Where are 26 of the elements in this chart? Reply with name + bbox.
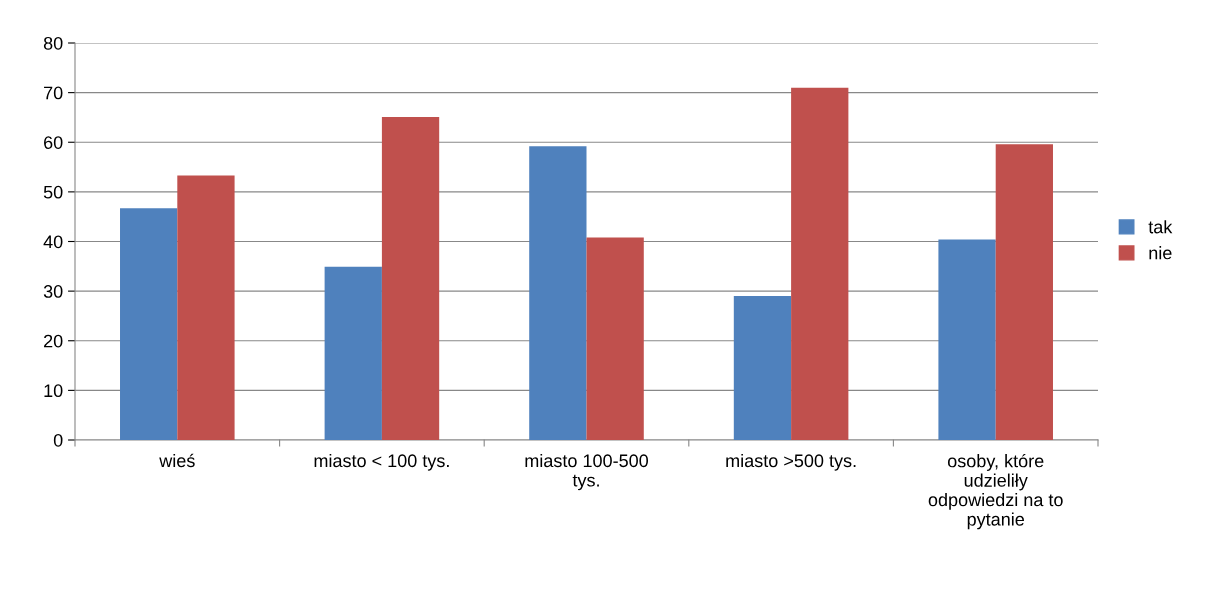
x-tick-label: miasto >500 tys. bbox=[726, 453, 856, 471]
bar bbox=[177, 175, 235, 440]
legend-label: nie bbox=[1149, 246, 1172, 260]
bar bbox=[995, 144, 1053, 440]
bar bbox=[938, 239, 996, 440]
x-tick-label: miasto 100-500 tys. bbox=[525, 453, 649, 491]
y-tick-label: 20 bbox=[44, 334, 63, 348]
x-tick-label: osoby, które udzieliły odpowiedzi na to pytanie bbox=[928, 453, 1063, 530]
x-tick-label: miasto < 100 tys. bbox=[314, 453, 449, 471]
y-tick-label: 0 bbox=[53, 433, 63, 447]
bar bbox=[120, 208, 178, 440]
bar bbox=[324, 266, 382, 440]
bar bbox=[381, 116, 440, 440]
y-tick-label: 80 bbox=[43, 36, 63, 50]
bar bbox=[529, 146, 587, 440]
legend-label: tak bbox=[1148, 220, 1173, 234]
bar bbox=[733, 296, 792, 440]
y-tick-label: 60 bbox=[44, 136, 63, 149]
x-tick-label: wieś bbox=[159, 453, 195, 468]
y-tick-label: 40 bbox=[43, 235, 63, 249]
y-tick-label: 10 bbox=[44, 384, 63, 398]
y-tick-label: 50 bbox=[43, 185, 63, 199]
bar bbox=[791, 87, 849, 440]
y-tick-label: 70 bbox=[44, 86, 63, 100]
bar bbox=[586, 237, 644, 440]
y-tick-label: 30 bbox=[43, 285, 63, 298]
